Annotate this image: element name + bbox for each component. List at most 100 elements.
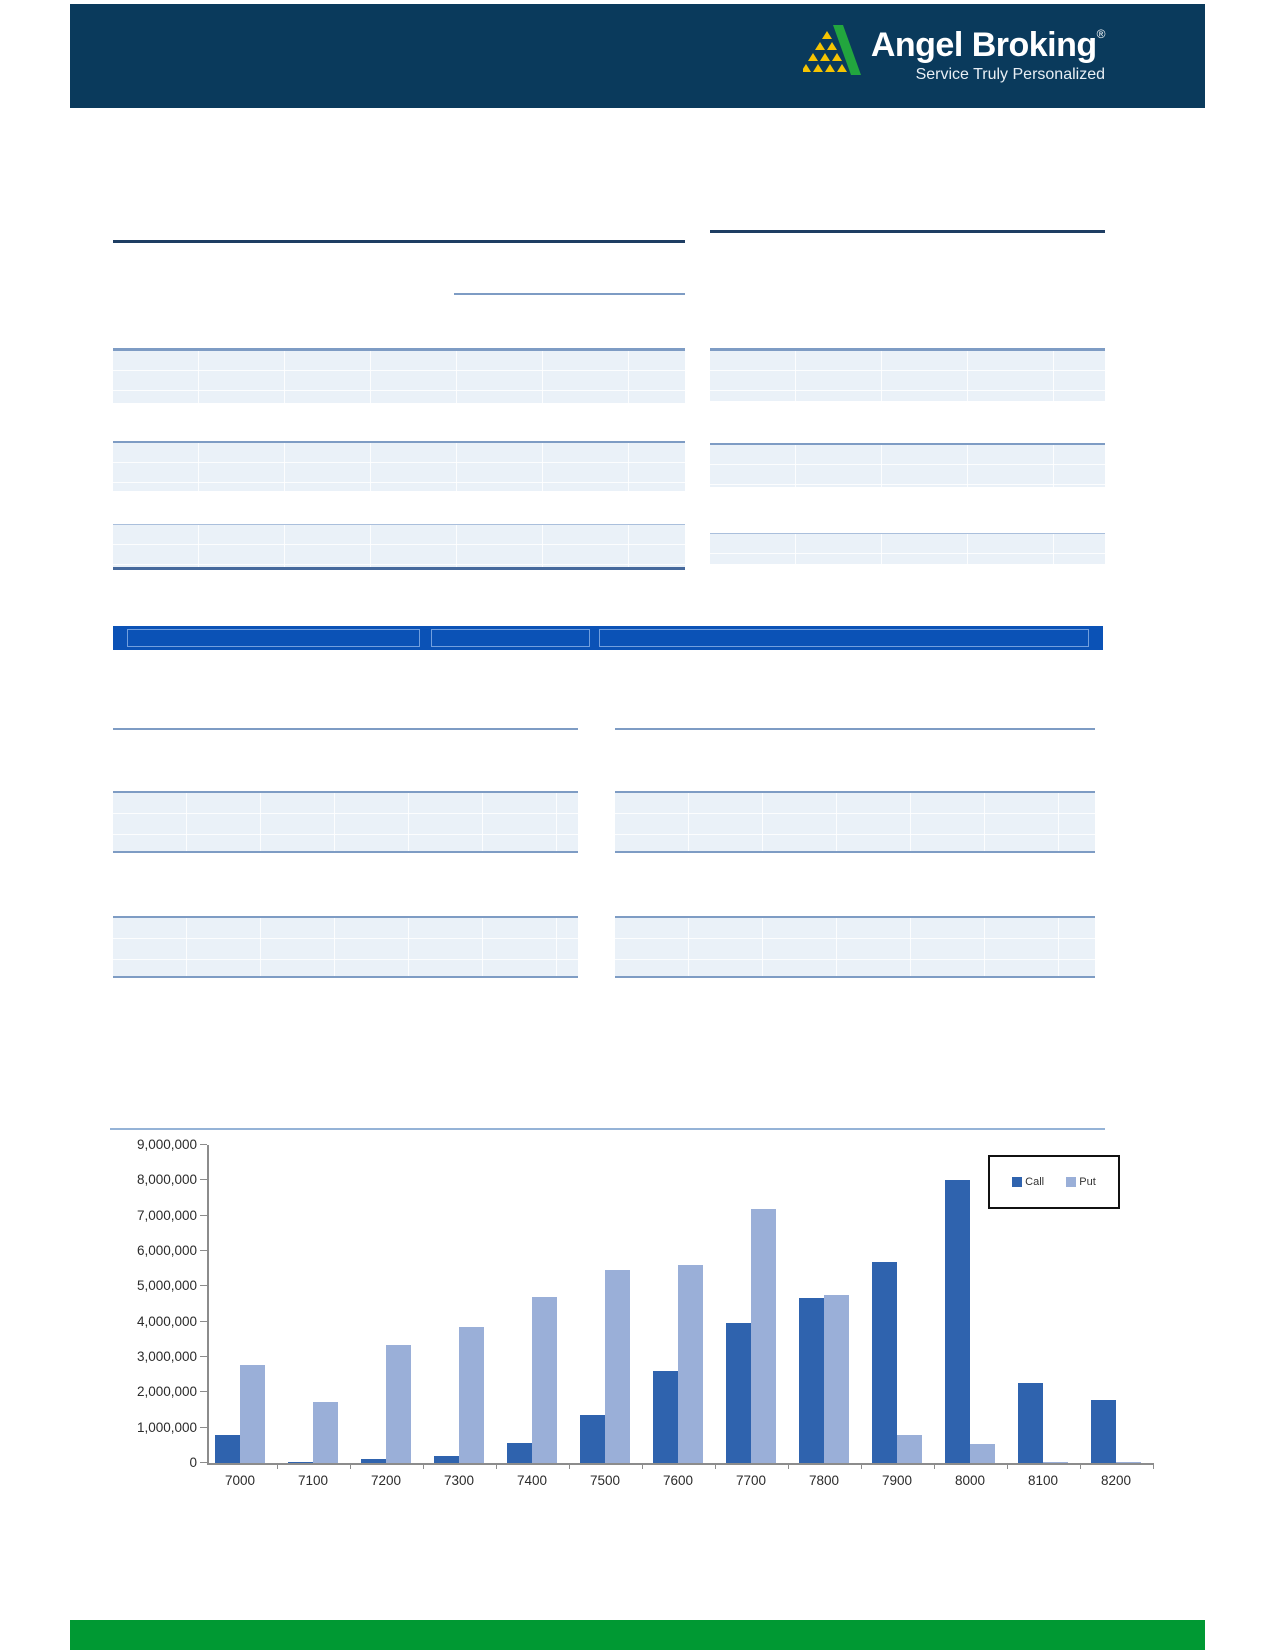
section-banner: [113, 626, 1103, 650]
put-bar-7700: [751, 1209, 776, 1463]
banner-segment: [599, 629, 1089, 647]
put-bar-8000: [970, 1444, 995, 1463]
y-axis-tick: [200, 1462, 207, 1463]
y-axis-tick: [200, 1250, 207, 1251]
mid-left-title-rule: [113, 728, 578, 730]
call-bar-8200: [1091, 1400, 1116, 1463]
x-axis-tick-label: 7300: [443, 1473, 475, 1488]
y-axis-tick-label: 1,000,000: [136, 1419, 197, 1435]
x-axis-tick-label: 7500: [589, 1473, 621, 1488]
open-interest-bar-chart: 0 1,000,000 2,000,000 3,000,000 4,000,000 5,0…: [110, 1137, 1170, 1508]
x-axis-tick-label: 7000: [224, 1473, 256, 1488]
y-axis-tick: [200, 1285, 207, 1287]
y-axis-tick-label: 5,000,000: [136, 1278, 197, 1294]
footer-bar: [70, 1620, 1205, 1650]
y-axis-tick-label: 2,000,000: [136, 1384, 197, 1400]
y-axis-tick-label: 4,000,000: [136, 1313, 197, 1329]
y-axis-tick: [200, 1426, 207, 1428]
x-axis-tick: [787, 1463, 789, 1469]
legend-label-call: Call: [1025, 1176, 1045, 1188]
x-axis-tick-label: 7700: [735, 1473, 767, 1488]
legend-label-put: Put: [1079, 1176, 1096, 1188]
table-placeholder: [113, 348, 685, 403]
call-bar-7700: [726, 1323, 751, 1463]
x-axis-tick-label: 7900: [881, 1473, 913, 1488]
x-axis-tick-label: 7200: [370, 1473, 402, 1488]
angel-pyramid-icon: [800, 24, 861, 88]
put-bar-7600: [678, 1265, 703, 1463]
call-bar-7800: [799, 1298, 824, 1463]
x-axis-tick: [714, 1463, 716, 1469]
call-bar-7100: [288, 1462, 313, 1463]
y-axis-tick: [200, 1320, 207, 1322]
x-axis-tick: [1152, 1463, 1154, 1469]
y-axis-tick: [200, 1179, 207, 1181]
table-placeholder: [710, 443, 1105, 487]
call-bar-7000: [215, 1435, 240, 1463]
table-placeholder: [710, 533, 1105, 564]
y-axis-tick-label: 7,000,000: [136, 1207, 197, 1223]
put-bar-7400: [532, 1297, 557, 1463]
y-axis-tick: [200, 1214, 207, 1216]
banner-segment: [127, 629, 420, 647]
header-bar: Angel Broking® Service Truly Personalize…: [70, 4, 1205, 108]
put-series-swatch: [1066, 1177, 1077, 1187]
x-axis-tick: [495, 1463, 497, 1469]
x-axis-tick-label: 7400: [516, 1473, 548, 1488]
table-placeholder: [113, 916, 578, 978]
call-bar-8100: [1018, 1383, 1043, 1463]
banner-segment: [431, 629, 590, 647]
x-axis-tick-label: 7100: [297, 1473, 329, 1488]
put-bar-7100: [313, 1402, 338, 1463]
x-axis-tick: [933, 1463, 935, 1469]
table-placeholder: [615, 916, 1095, 978]
put-bar-7900: [897, 1435, 922, 1463]
logo-text-block: Angel Broking® Service Truly Personalize…: [871, 28, 1106, 84]
put-bar-8100: [1043, 1462, 1068, 1463]
angel-broking-logo: Angel Broking® Service Truly Personalize…: [800, 24, 1106, 88]
x-axis-tick-label: 8200: [1100, 1473, 1132, 1488]
table-placeholder: [615, 791, 1095, 853]
y-axis-tick: [200, 1391, 207, 1393]
call-series-swatch: [1012, 1177, 1023, 1187]
x-axis-tick: [422, 1463, 424, 1469]
x-axis-tick: [641, 1463, 643, 1469]
x-axis-tick: [860, 1463, 862, 1469]
chart-section-rule: [110, 1128, 1105, 1130]
put-bar-8200: [1116, 1462, 1141, 1463]
x-axis-tick-label: 8000: [954, 1473, 986, 1488]
y-axis-tick-label: 3,000,000: [136, 1349, 197, 1364]
y-axis-tick-label: 6,000,000: [136, 1243, 197, 1258]
put-bar-7500: [605, 1270, 630, 1463]
table-placeholder: [113, 441, 685, 491]
call-bar-8000: [945, 1180, 970, 1463]
x-axis-tick: [568, 1463, 570, 1469]
legend-item-put: Put: [1066, 1176, 1096, 1188]
legend-item-call: Call: [1012, 1176, 1044, 1188]
call-bar-7400: [507, 1443, 532, 1463]
put-bar-7800: [824, 1295, 849, 1463]
left-subheader-rule: [454, 293, 685, 295]
x-axis-tick: [1006, 1463, 1008, 1469]
x-axis-tick-label: 7600: [662, 1473, 694, 1488]
x-axis-tick-label: 7800: [808, 1473, 840, 1488]
call-bar-7500: [580, 1415, 605, 1463]
y-axis-tick: [200, 1144, 207, 1145]
y-axis-tick-label: 9,000,000: [136, 1137, 197, 1152]
brand-tagline: Service Truly Personalized: [915, 66, 1105, 83]
call-bar-7200: [361, 1459, 386, 1463]
mid-right-title-rule: [615, 728, 1095, 730]
put-bar-7000: [240, 1365, 265, 1463]
x-axis-tick: [349, 1463, 351, 1469]
right-section-title-rule: [710, 230, 1105, 233]
x-axis-tick-label: 8100: [1027, 1473, 1059, 1488]
chart-legend: Call Put: [988, 1155, 1120, 1209]
x-axis-tick: [276, 1463, 278, 1469]
call-bar-7300: [434, 1456, 459, 1463]
chart-plot-area: 0 1,000,000 2,000,000 3,000,000 4,000,000 5,0…: [137, 1137, 1154, 1488]
table-placeholder: [710, 348, 1105, 401]
table-placeholder: [113, 524, 685, 570]
table-placeholder: [113, 791, 578, 853]
put-bar-7200: [386, 1345, 411, 1463]
